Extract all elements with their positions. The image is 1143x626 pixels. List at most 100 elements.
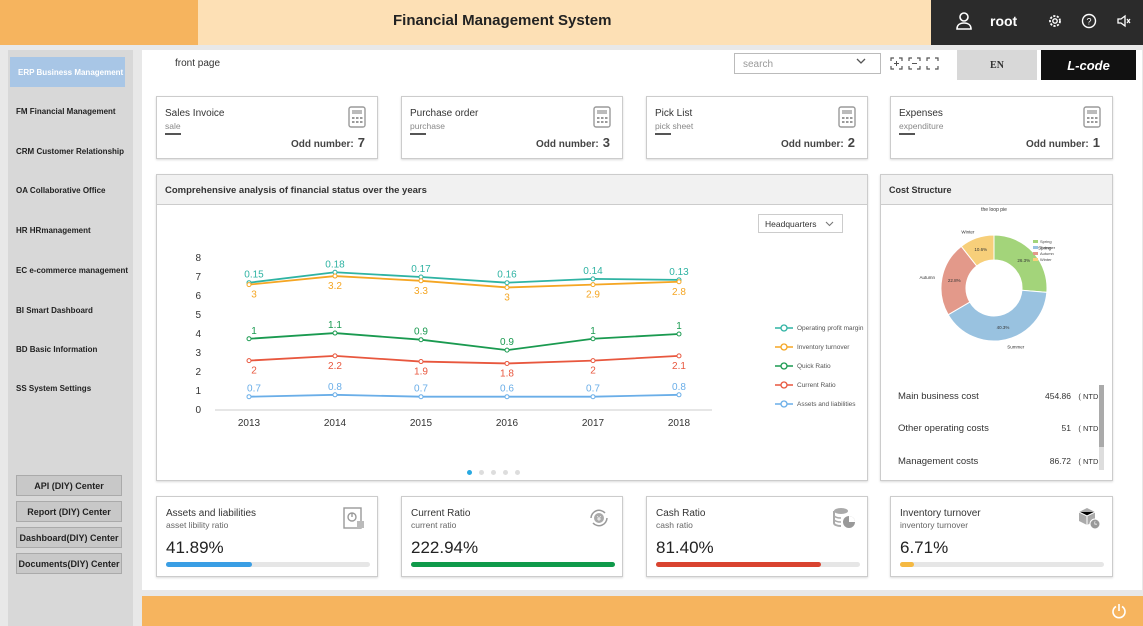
search-input[interactable]: search <box>734 53 881 74</box>
calculator-icon <box>593 106 611 128</box>
pie-legend-swatch <box>1033 258 1038 261</box>
metric-progress <box>900 562 1104 567</box>
chevron-down-icon <box>825 221 834 227</box>
language-button[interactable]: EN <box>957 50 1037 80</box>
data-point <box>332 392 338 398</box>
data-label: 1.9 <box>414 367 428 378</box>
legend-label: Inventory turnover <box>797 343 850 351</box>
data-label: 0.13 <box>669 267 689 278</box>
odd-value: 7 <box>357 135 365 150</box>
legend-item[interactable]: Assets and liabilities <box>775 400 856 408</box>
metric-card-current-ratio[interactable]: Current Ratio current ratio 222.94% ¥ <box>401 496 623 577</box>
pie-percent-label: 40.3% <box>997 325 1010 330</box>
cost-row: Management costs 86.72 ( NTD ) <box>898 456 1103 467</box>
user-icon[interactable] <box>956 12 972 30</box>
series-line <box>248 354 680 365</box>
sidebar-item-crm[interactable]: CRM Customer Relationship <box>16 146 125 156</box>
report-diy-center-button[interactable]: Report (DIY) Center <box>16 501 122 522</box>
api-diy-center-button[interactable]: API (DIY) Center <box>16 475 122 496</box>
chevron-down-icon[interactable] <box>856 58 866 65</box>
metric-progress-fill <box>166 562 252 567</box>
card-dash <box>410 133 426 135</box>
cost-scrollbar[interactable] <box>1099 385 1104 470</box>
pie-percent-label: 10.6% <box>974 247 987 252</box>
metric-progress-fill <box>411 562 615 567</box>
sidebar-item-ss[interactable]: SS System Settings <box>16 383 92 393</box>
username[interactable]: root <box>990 13 1018 29</box>
pie-legend-label: Winter <box>1040 257 1052 262</box>
data-point <box>504 280 510 286</box>
fullscreen-icon[interactable] <box>926 57 939 70</box>
dashboard-diy-center-button[interactable]: Dashboard(DIY) Center <box>16 527 122 548</box>
data-label: 1 <box>590 326 596 337</box>
sidebar-item-fm[interactable]: FM Financial Management <box>16 106 116 116</box>
x-tick-label: 2016 <box>496 418 519 429</box>
metric-progress <box>166 562 370 567</box>
sidebar-item-ec[interactable]: EC e-commerce management <box>16 265 129 275</box>
user-area: root ? <box>931 0 1143 45</box>
data-point <box>332 330 338 336</box>
legend-label: Operating profit margin <box>797 324 864 332</box>
x-tick-label: 2013 <box>238 418 261 429</box>
data-label: 2.2 <box>328 361 342 372</box>
legend-item[interactable]: Inventory turnover <box>775 343 849 351</box>
headquarters-select[interactable]: Headquarters <box>758 214 843 233</box>
pager-dot-active[interactable] <box>467 470 472 475</box>
pager-dot[interactable] <box>515 470 520 475</box>
data-point <box>590 336 596 342</box>
data-point <box>504 394 510 400</box>
data-label: 0.7 <box>586 384 600 395</box>
pager-dot[interactable] <box>491 470 496 475</box>
summary-card-pick-list[interactable]: Pick List pick sheet Odd number: 2 <box>646 96 868 159</box>
metric-subtitle: cash ratio <box>656 520 693 530</box>
sidebar-item-erp[interactable]: ERP Business Management <box>10 57 125 87</box>
metric-card-inventory-turnover[interactable]: Inventory turnover inventory turnover 6.… <box>890 496 1113 577</box>
summary-card-sales-invoice[interactable]: Sales Invoice sale Odd number: 7 <box>156 96 378 159</box>
series-line <box>248 332 680 352</box>
sidebar-item-bd[interactable]: BD Basic Information <box>16 344 98 354</box>
y-tick-label: 4 <box>195 329 201 340</box>
legend-item[interactable]: Quick Ratio <box>775 362 831 370</box>
cost-label: Management costs <box>898 456 979 467</box>
card-subtitle: purchase <box>410 121 445 131</box>
svg-text:?: ? <box>1086 17 1091 27</box>
cost-value: 86.72 <box>1049 456 1071 466</box>
metric-card-assets-liabilities[interactable]: Assets and liabilities asset libility ra… <box>156 496 378 577</box>
cost-label: Main business cost <box>898 391 979 402</box>
metric-title: Cash Ratio <box>656 508 706 519</box>
y-tick-label: 7 <box>195 272 201 283</box>
power-icon[interactable] <box>1111 603 1127 619</box>
legend-label: Current Ratio <box>797 381 836 389</box>
card-subtitle: expenditure <box>899 121 944 131</box>
metric-card-cash-ratio[interactable]: Cash Ratio cash ratio 81.40% <box>646 496 868 577</box>
data-label: 3.2 <box>328 281 342 292</box>
data-label: 2.1 <box>672 361 686 372</box>
pie-name-label: Summer <box>1007 345 1025 350</box>
summary-card-purchase-order[interactable]: Purchase order purchase Odd number: 3 <box>401 96 623 159</box>
y-tick-label: 5 <box>195 310 201 321</box>
summary-card-expenses[interactable]: Expenses expenditure Odd number: 1 <box>890 96 1113 159</box>
sidebar-item-bi[interactable]: BI Smart Dashboard <box>16 305 93 315</box>
breadcrumb[interactable]: front page <box>175 58 221 69</box>
cost-row: Other operating costs 51 ( NTD ) <box>898 423 1103 434</box>
legend-item[interactable]: Operating profit margin <box>775 324 863 332</box>
data-point <box>332 353 338 359</box>
legend-item[interactable]: Current Ratio <box>775 381 836 389</box>
x-tick-label: 2017 <box>582 418 605 429</box>
cost-row: Main business cost 454.86 ( NTD ) <box>898 391 1103 402</box>
help-icon[interactable]: ? <box>1081 13 1097 29</box>
pager-dot[interactable] <box>479 470 484 475</box>
brand-logo[interactable]: L-code <box>1041 50 1136 80</box>
cost-value: 51 <box>1061 423 1071 433</box>
cost-unit: ( NTD ) <box>1078 424 1103 433</box>
card-title: Pick List <box>655 108 693 119</box>
documents-diy-center-button[interactable]: Documents(DIY) Center <box>16 553 122 574</box>
pager-dot[interactable] <box>503 470 508 475</box>
data-point <box>418 337 424 343</box>
sidebar-item-hr[interactable]: HR HRmanagement <box>16 225 91 235</box>
sidebar-item-oa[interactable]: OA Collaborative Office <box>16 185 106 195</box>
expand-icon[interactable] <box>890 57 903 70</box>
collapse-icon[interactable] <box>908 57 921 70</box>
speaker-mute-icon[interactable] <box>1116 13 1132 29</box>
settings-gear-icon[interactable] <box>1047 13 1063 29</box>
